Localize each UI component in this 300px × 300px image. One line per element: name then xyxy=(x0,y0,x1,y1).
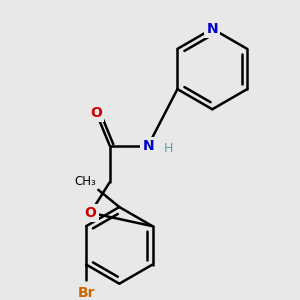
Text: Br: Br xyxy=(77,286,95,300)
Text: H: H xyxy=(164,142,173,155)
Text: O: O xyxy=(90,106,102,120)
Text: N: N xyxy=(142,139,154,153)
Text: N: N xyxy=(206,22,218,36)
Text: CH₃: CH₃ xyxy=(75,175,96,188)
Text: O: O xyxy=(85,206,97,220)
